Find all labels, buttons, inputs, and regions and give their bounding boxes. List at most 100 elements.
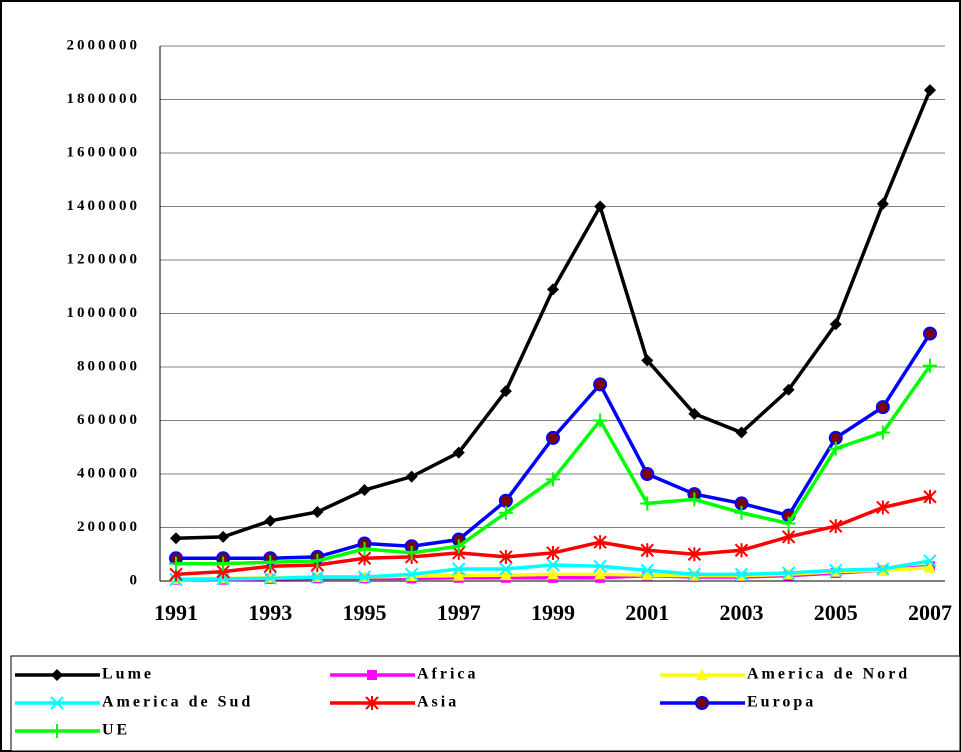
legend-label: America de Nord (747, 666, 910, 683)
data-point-part (923, 554, 937, 568)
data-point (357, 541, 372, 556)
data-point (641, 569, 654, 581)
data-point (499, 385, 512, 398)
legend-marker-part (695, 696, 709, 710)
data-point (170, 532, 182, 545)
data-point (687, 492, 702, 507)
data-point (923, 326, 937, 341)
data-point (357, 570, 372, 584)
data-point-part (498, 493, 513, 508)
data-point-part (876, 562, 890, 576)
data-point-part (924, 84, 936, 97)
data-point (593, 413, 608, 428)
data-point-part (875, 400, 890, 415)
data-point-part (452, 562, 466, 576)
data-point (452, 569, 465, 581)
data-point-part (735, 426, 748, 439)
y-tick-label: 1600000 (67, 144, 141, 160)
data-point (546, 545, 560, 560)
data-point (688, 407, 701, 420)
data-point (498, 493, 513, 508)
legend-label: America de Sud (102, 694, 253, 711)
data-point-part (217, 530, 230, 543)
data-point-part (499, 385, 512, 398)
data-point (593, 377, 608, 392)
data-point-part (593, 377, 608, 392)
y-tick-label: 1000000 (67, 305, 141, 321)
x-tick-label: 1995 (343, 600, 387, 625)
legend-label: Africa (417, 666, 479, 683)
data-point (311, 505, 324, 518)
y-tick-label: 400000 (77, 465, 140, 481)
data-point (687, 547, 702, 562)
data-point-part (640, 563, 654, 578)
data-point-part (310, 570, 325, 584)
x-tick-label: 2003 (720, 600, 764, 625)
y-tick-label: 800000 (77, 358, 140, 374)
x-tick-label: 2001 (625, 600, 669, 625)
data-point-part (264, 514, 277, 527)
data-point (499, 562, 513, 576)
data-point (499, 569, 512, 581)
data-point (546, 430, 560, 445)
x-tick-label: 1991 (154, 600, 198, 625)
data-point (217, 530, 230, 543)
data-point (547, 568, 559, 580)
data-point (499, 549, 513, 564)
data-point-part (452, 569, 465, 581)
legend-marker (367, 670, 377, 680)
data-point (594, 568, 607, 580)
data-point (828, 441, 843, 456)
data-point (640, 467, 655, 481)
data-point (498, 505, 513, 520)
data-point (924, 84, 936, 97)
data-point-part (452, 446, 465, 459)
data-point (451, 539, 466, 554)
x-tick-label: 1999 (531, 600, 575, 625)
data-point (734, 543, 749, 558)
legend-marker (365, 696, 379, 710)
legend-label: UE (102, 722, 130, 739)
data-point (781, 516, 796, 531)
data-point-part (405, 470, 418, 483)
data-point (875, 400, 890, 415)
data-point-part (263, 571, 277, 586)
data-point (263, 571, 277, 586)
y-tick-label: 1800000 (67, 91, 141, 107)
data-point (782, 383, 795, 396)
data-point-part (923, 326, 937, 341)
data-point (829, 318, 842, 331)
data-point (875, 425, 890, 440)
legend-label: Europa (747, 694, 816, 711)
data-point-part (546, 558, 560, 572)
data-point-part (547, 568, 559, 580)
y-tick-label: 0 (130, 572, 141, 588)
data-point-part (358, 484, 371, 497)
data-point (829, 563, 843, 578)
data-point (263, 555, 278, 570)
legend-marker (696, 669, 708, 680)
legend-label: Asia (417, 694, 459, 711)
data-point (405, 470, 418, 483)
data-point (734, 567, 749, 582)
data-point (640, 543, 654, 558)
data-point-part (829, 318, 842, 331)
data-point-part (593, 559, 607, 573)
data-point (640, 496, 655, 511)
data-point (546, 558, 560, 572)
data-point-part (781, 566, 796, 580)
data-point-part (404, 567, 419, 582)
data-point-part (499, 562, 513, 576)
data-point (876, 500, 890, 515)
legend-marker-part (367, 670, 377, 680)
data-point-part (499, 569, 512, 581)
data-point-part (734, 567, 749, 582)
data-point-part (594, 200, 607, 213)
data-point (169, 556, 183, 571)
data-point-part (594, 568, 607, 580)
legend-marker-part (51, 669, 63, 681)
y-tick-label: 1200000 (67, 251, 141, 267)
data-point (734, 505, 749, 520)
